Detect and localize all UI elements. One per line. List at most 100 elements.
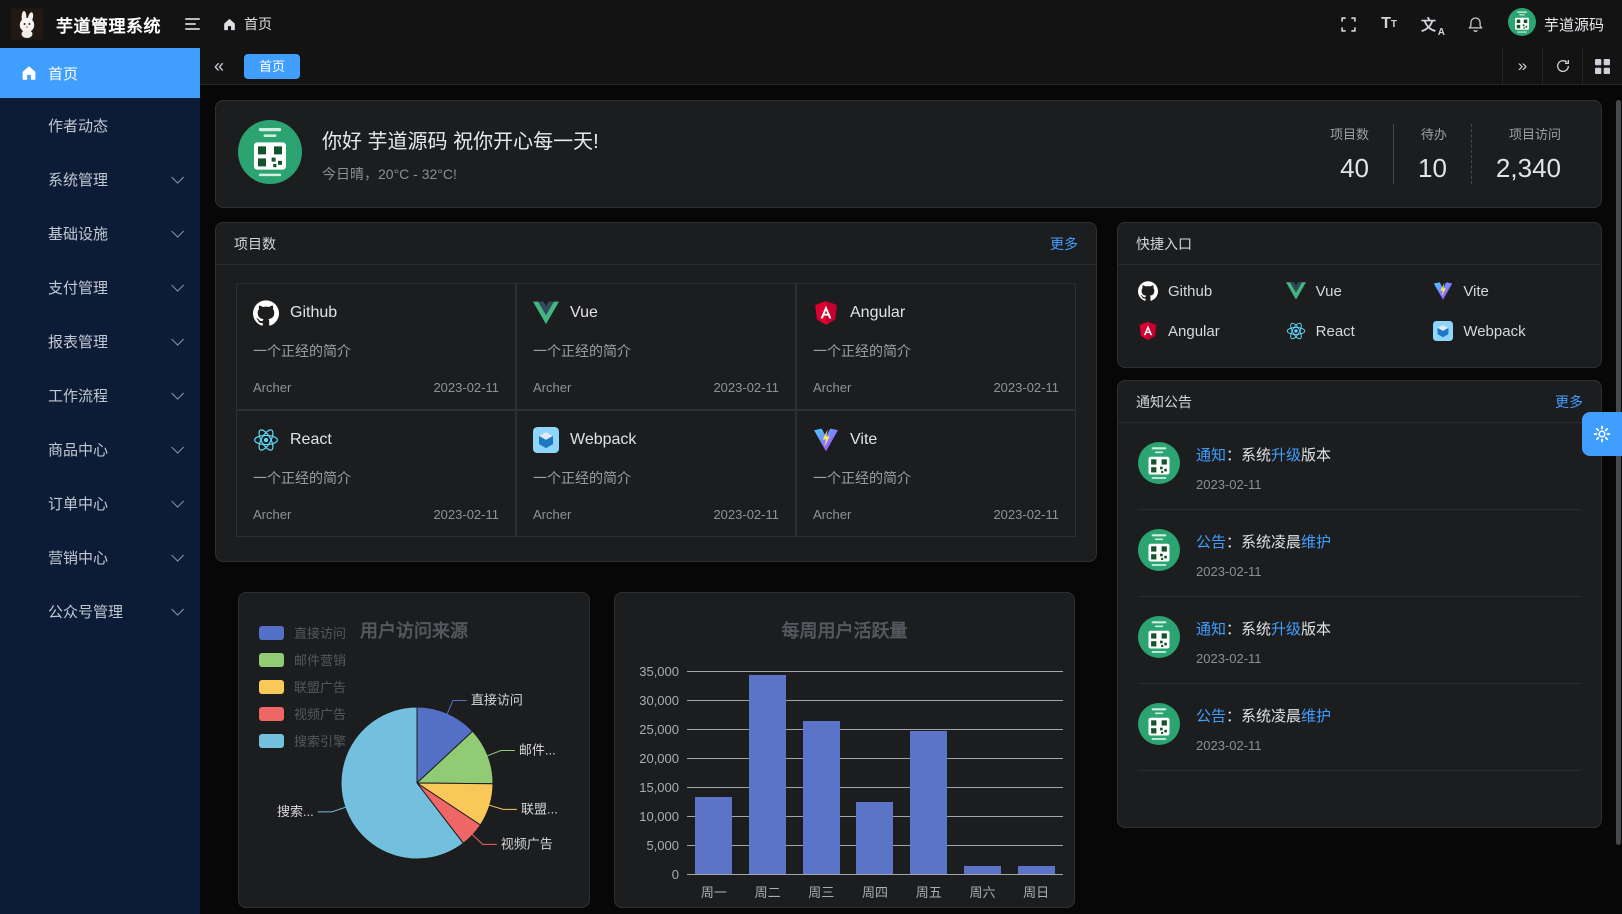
sidebar-item-首页[interactable]: 首页: [0, 48, 200, 98]
quick-entry-Angular[interactable]: Angular: [1138, 321, 1286, 341]
project-date: 2023-02-11: [713, 507, 779, 522]
collapse-tabs-left-icon[interactable]: «: [213, 55, 224, 76]
pie-chart-card: 用户访问来源 直接访问 邮件营销 联盟广告 视频广告 搜索引擎 直接访问 邮件..…: [238, 592, 590, 908]
quick-entry-label: Github: [1168, 282, 1213, 300]
fullscreen-icon[interactable]: [1340, 16, 1357, 33]
legend-swatch: [259, 652, 284, 667]
bar[interactable]: [749, 675, 787, 874]
home-icon: [224, 18, 235, 30]
project-author: Archer: [533, 507, 572, 522]
projects-more-link[interactable]: 更多: [1050, 235, 1078, 252]
pie-chart[interactable]: 直接访问邮件...联盟...视频广告搜索...: [239, 593, 589, 907]
sidebar-item-系统管理[interactable]: 系统管理: [0, 152, 200, 206]
refresh-icon[interactable]: [1542, 48, 1582, 84]
project-desc: 一个正经的简介: [813, 470, 911, 486]
notice-item[interactable]: 通知：系统升级版本 2023-02-11: [1138, 423, 1581, 510]
project-author: Archer: [813, 507, 852, 522]
notification-bell-icon[interactable]: [1467, 15, 1484, 33]
notices-more-link[interactable]: 更多: [1555, 393, 1583, 410]
stat-项目数: 项目数 40: [1306, 124, 1393, 184]
notices-panel: 通知公告 更多 通知：系统升级版本 2023-02-11 公告：系统凌晨维护 2…: [1117, 380, 1602, 828]
quick-entry-label: Webpack: [1463, 322, 1526, 340]
sidebar-item-工作流程[interactable]: 工作流程: [0, 368, 200, 422]
settings-button[interactable]: [1582, 412, 1622, 456]
y-tick-label: 15,000: [639, 780, 679, 795]
scrollbar[interactable]: [1616, 100, 1621, 845]
tab-options-grid-icon[interactable]: [1582, 48, 1622, 84]
notice-item[interactable]: 通知：系统升级版本 2023-02-11: [1138, 597, 1581, 684]
quick-entry-Webpack[interactable]: Webpack: [1433, 321, 1581, 341]
quick-entry-React[interactable]: React: [1286, 321, 1434, 341]
project-card-Github[interactable]: Github 一个正经的简介 Archer 2023-02-11: [236, 283, 516, 410]
legend-item-邮件营销[interactable]: 邮件营销: [259, 650, 346, 669]
quick-entry-Github[interactable]: Github: [1138, 281, 1286, 301]
stat-项目访问: 项目访问 2,340: [1470, 124, 1579, 184]
project-desc: 一个正经的简介: [813, 343, 911, 359]
project-name: React: [290, 431, 332, 448]
project-card-Angular[interactable]: Angular 一个正经的简介 Archer 2023-02-11: [796, 283, 1076, 410]
x-tick-label: 周三: [808, 885, 835, 900]
home-icon: [22, 66, 36, 80]
sidebar-item-订单中心[interactable]: 订单中心: [0, 476, 200, 530]
bar[interactable]: [856, 802, 894, 874]
sidebar-item-营销中心[interactable]: 营销中心: [0, 530, 200, 584]
legend-item-搜索引擎[interactable]: 搜索引擎: [259, 731, 346, 750]
bar-chart-card: 每周用户活跃量 0 5,000 10,000 15,000 20,000 25,000 30…: [614, 592, 1075, 908]
user-menu[interactable]: 芋道源码: [1507, 7, 1604, 41]
bar[interactable]: [910, 731, 948, 874]
stat-待办: 待办 10: [1393, 124, 1471, 184]
y-tick-label: 0: [671, 867, 679, 882]
quick-entry-Vite[interactable]: Vite: [1433, 281, 1581, 301]
legend-item-联盟广告[interactable]: 联盟广告: [259, 677, 346, 696]
project-date: 2023-02-11: [993, 507, 1059, 522]
breadcrumb[interactable]: 首页: [222, 14, 272, 34]
x-tick-label: 周四: [862, 885, 889, 900]
bar[interactable]: [1017, 866, 1055, 874]
legend-item-视频广告[interactable]: 视频广告: [259, 704, 346, 723]
sidebar-item-支付管理[interactable]: 支付管理: [0, 260, 200, 314]
project-card-Vite[interactable]: Vite 一个正经的简介 Archer 2023-02-11: [796, 410, 1076, 537]
notice-title: 通知：系统升级版本: [1196, 621, 1332, 638]
github-icon: [253, 300, 279, 326]
sidebar-item-公众号管理[interactable]: 公众号管理: [0, 584, 200, 638]
legend-item-直接访问[interactable]: 直接访问: [259, 623, 346, 642]
sidebar-item-label: 首页: [48, 65, 79, 83]
bar[interactable]: [802, 721, 840, 874]
github-icon: [1138, 281, 1158, 301]
webpack-icon: [533, 427, 559, 453]
project-card-Vue[interactable]: Vue 一个正经的简介 Archer 2023-02-11: [516, 283, 796, 410]
sidebar-item-label: 公众号管理: [48, 603, 124, 621]
notice-title: 通知：系统升级版本: [1196, 447, 1332, 464]
sidebar-item-label: 订单中心: [48, 495, 109, 513]
bar[interactable]: [695, 797, 733, 874]
notice-date: 2023-02-11: [1196, 651, 1262, 666]
sidebar-item-label: 工作流程: [48, 387, 109, 405]
weather-text: 今日晴，20°C - 32°C!: [322, 165, 457, 182]
quick-entry-title: 快捷入口: [1136, 235, 1192, 252]
qr-avatar-icon: [1138, 529, 1180, 571]
tab-home[interactable]: 首页: [244, 53, 301, 79]
expand-tabs-right-icon[interactable]: »: [1502, 48, 1542, 84]
bar-chart[interactable]: [687, 671, 1063, 875]
sidebar-item-基础设施[interactable]: 基础设施: [0, 206, 200, 260]
notice-item[interactable]: 公告：系统凌晨维护 2023-02-11: [1138, 684, 1581, 771]
quick-entry-Vue[interactable]: Vue: [1285, 281, 1434, 301]
chevron-down-icon: [171, 278, 184, 292]
notice-item[interactable]: 公告：系统凌晨维护 2023-02-11: [1138, 510, 1581, 597]
y-tick-label: 35,000: [639, 664, 679, 679]
project-card-Webpack[interactable]: Webpack 一个正经的简介 Archer 2023-02-11: [516, 410, 796, 537]
sidebar-item-商品中心[interactable]: 商品中心: [0, 422, 200, 476]
bar[interactable]: [963, 866, 1001, 874]
legend-swatch: [259, 625, 284, 640]
menu-fold-icon[interactable]: [181, 14, 204, 34]
legend-label: 视频广告: [294, 707, 347, 722]
sidebar-item-报表管理[interactable]: 报表管理: [0, 314, 200, 368]
sidebar-item-label: 基础设施: [48, 225, 109, 243]
sidebar-item-作者动态[interactable]: 作者动态: [0, 98, 200, 152]
tabbar-actions: »: [1502, 48, 1622, 84]
project-card-React[interactable]: React 一个正经的简介 Archer 2023-02-11: [236, 410, 516, 537]
notices-title: 通知公告: [1136, 393, 1192, 410]
